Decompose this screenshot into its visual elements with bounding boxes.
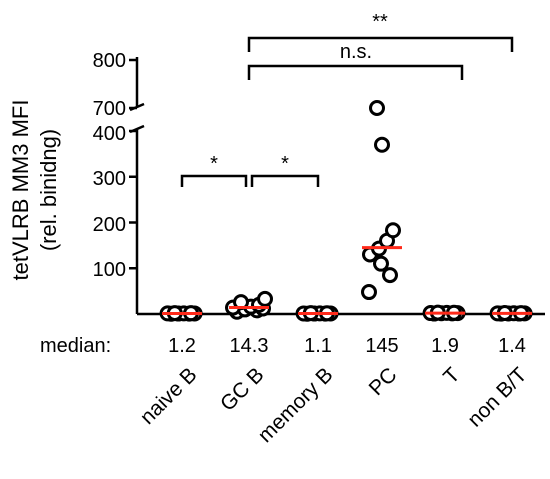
data-point: [361, 284, 377, 301]
y-axis: [129, 57, 145, 314]
median-value-naive-b: 1.2: [168, 335, 196, 357]
x-category-labels: naive B GC B memory B PC T non B/T: [136, 363, 532, 447]
y-tick-marks: [129, 58, 137, 270]
y-tick-label-100: 100: [93, 259, 126, 281]
y-axis-subtitle: (rel. binidng): [36, 129, 61, 251]
x-label-t: T: [439, 363, 464, 388]
bracket-gc-vs-memory: [250, 174, 320, 187]
bracket-gc-vs-t-label: n.s.: [340, 41, 372, 63]
median-value-pc: 145: [365, 335, 398, 357]
data-point: [382, 267, 398, 284]
median-values: 1.2 14.3 1.1 145 1.9 1.4: [168, 335, 526, 357]
y-ticks: 800 700 400 300 200 100: [93, 50, 126, 281]
bracket-gc-vs-t: [247, 64, 464, 80]
bracket-gc-vs-nonbt-label: **: [372, 11, 388, 33]
x-label-non-bt: non B/T: [463, 363, 531, 431]
bracket-gc-vs-memory-label: *: [281, 153, 289, 175]
median-value-non-bt: 1.4: [498, 335, 526, 357]
bracket-naive-vs-gc-label: *: [210, 153, 218, 175]
y-axis-title: tetVLRB MM3 MFI: [8, 100, 33, 281]
median-row-label: median:: [40, 335, 111, 357]
bracket-naive-vs-gc: [180, 174, 248, 187]
significance-brackets: * * n.s. **: [180, 11, 514, 187]
bracket-gc-vs-nonbt: [247, 36, 514, 52]
y-tick-label-400: 400: [93, 123, 126, 145]
median-lines: [162, 246, 532, 315]
y-tick-label-300: 300: [93, 168, 126, 190]
x-label-pc: PC: [365, 363, 402, 400]
y-tick-label-200: 200: [93, 214, 126, 236]
data-point: [385, 222, 401, 239]
y-tick-label-700: 700: [93, 98, 126, 120]
median-value-t: 1.9: [431, 335, 459, 357]
data-point: [257, 290, 273, 307]
data-point: [369, 100, 385, 116]
x-label-gc-b: GC B: [216, 363, 269, 416]
x-label-memory-b: memory B: [254, 363, 338, 447]
data-point: [374, 136, 390, 153]
x-label-naive-b: naive B: [136, 363, 202, 429]
y-tick-label-800: 800: [93, 50, 126, 72]
data-point: [373, 255, 389, 272]
median-value-gc-b: 14.3: [230, 335, 269, 357]
data-points: [159, 100, 533, 322]
median-value-memory-b: 1.1: [304, 335, 332, 357]
